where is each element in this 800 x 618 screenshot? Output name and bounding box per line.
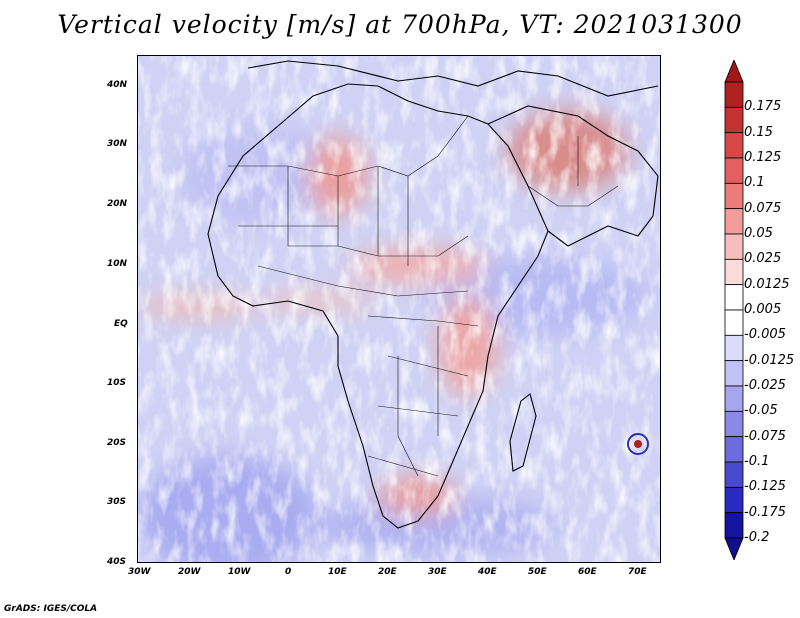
lon-label: 60E	[578, 567, 597, 577]
lat-label: 20S	[107, 438, 127, 448]
lat-label: 40S	[107, 557, 127, 567]
colorbar-label: -0.125	[744, 479, 786, 495]
colorbar	[724, 60, 744, 560]
colorbar-label: -0.025	[744, 378, 786, 393]
cyclone-feature	[627, 433, 649, 455]
colorbar-segment	[724, 182, 744, 210]
country-borders	[228, 115, 619, 477]
colorbar-segment	[724, 258, 744, 286]
credit-text: GrADS: IGES/COLA	[4, 604, 98, 614]
colorbar-label: 0.025	[744, 251, 782, 267]
field-texture	[138, 56, 660, 562]
colorbar-label: 0.175	[744, 99, 782, 115]
colorbar-segment	[724, 233, 744, 260]
lat-label: 40N	[107, 80, 128, 90]
coastlines	[207, 60, 659, 529]
colorbar-segment	[724, 461, 744, 488]
colorbar-label: 0.1	[744, 175, 765, 191]
colorbar-arrow-top	[724, 60, 744, 83]
lon-label: 30E	[428, 567, 447, 577]
colorbar-segment	[724, 157, 744, 184]
colorbar-segment	[724, 132, 744, 159]
lon-label: 20E	[378, 567, 397, 577]
colorbar-arrow-bottom	[724, 537, 744, 560]
colorbar-segment	[724, 360, 744, 387]
colorbar-segment	[724, 334, 744, 362]
lon-label: 20W	[178, 567, 201, 577]
colorbar-segment	[724, 436, 744, 463]
colorbar-segment	[724, 81, 744, 108]
colorbar-label: 0.15	[744, 124, 773, 140]
lon-label: 70E	[628, 567, 647, 577]
colorbar-segment	[724, 385, 744, 412]
lat-label: EQ	[114, 319, 128, 329]
colorbar-label: 0.125	[744, 150, 782, 165]
colorbar-label: 0.005	[744, 302, 782, 317]
lon-label: 30W	[128, 567, 151, 577]
colorbar-label: 0.0125	[744, 276, 790, 292]
lon-label: 10E	[328, 567, 347, 577]
map-title: Vertical velocity [m/s] at 700hPa, VT: 2…	[57, 10, 743, 39]
colorbar-label: 0.075	[744, 200, 782, 216]
lat-label: 10N	[107, 259, 128, 269]
colorbar-segment	[724, 106, 744, 134]
lat-label: 10S	[107, 378, 127, 388]
lon-label: 40E	[478, 567, 497, 577]
colorbar-label: -0.1	[744, 454, 770, 469]
colorbar-label: -0.075	[744, 428, 786, 444]
colorbar-label: 0.05	[744, 226, 773, 241]
colorbar-label: -0.2	[744, 530, 770, 545]
lat-label: 20N	[107, 199, 128, 209]
colorbar-segment	[724, 486, 744, 514]
lon-label: 50E	[528, 567, 547, 577]
colorbar-segment	[724, 410, 744, 438]
lon-label: 0	[285, 567, 292, 577]
colorbar-label: -0.05	[744, 403, 778, 419]
colorbar-label: -0.005	[744, 327, 786, 343]
colorbar-label: -0.175	[744, 504, 786, 520]
lon-label: 10W	[228, 567, 251, 577]
map-panel	[137, 55, 661, 563]
lat-label: 30N	[107, 139, 128, 149]
colorbar-segment	[724, 284, 744, 311]
colorbar-segment	[724, 309, 744, 336]
vertical-velocity-map	[138, 56, 660, 562]
colorbar-segment	[724, 208, 744, 235]
colorbar-segment	[724, 512, 744, 539]
lat-label: 30S	[107, 497, 127, 507]
colorbar-label: -0.0125	[744, 352, 795, 368]
